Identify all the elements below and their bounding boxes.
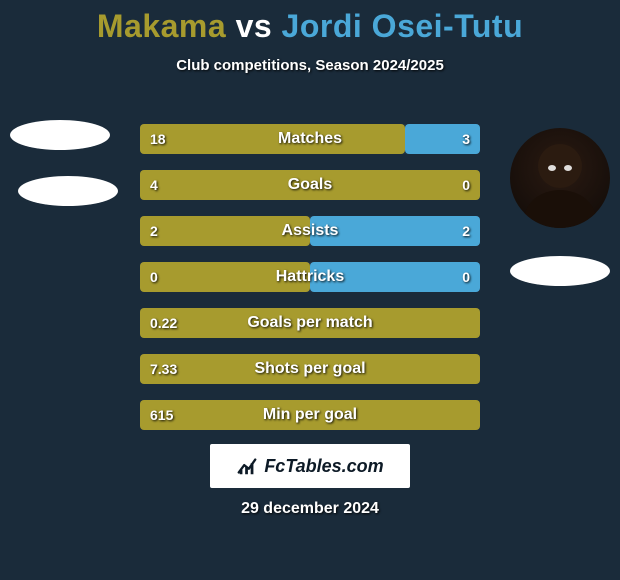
stat-bar-label: Min per goal <box>140 400 480 430</box>
stat-bar-row: Assists2 2 <box>140 216 480 246</box>
logo-text: FcTables.com <box>264 456 383 477</box>
avatar-silhouette-icon <box>510 128 610 228</box>
stat-bar-left-value: 0.22 <box>150 308 177 338</box>
footer-date: 29 december 2024 <box>0 500 620 518</box>
fctables-logo: FcTables.com <box>210 444 410 488</box>
comparison-title: Makama vs Jordi Osei-Tutu <box>0 0 620 45</box>
stat-bar-right-value: 3 <box>462 124 470 154</box>
stat-bar-left-value: 18 <box>150 124 166 154</box>
stat-bar-left-value: 0 <box>150 262 158 292</box>
stat-bar-left-value: 7.33 <box>150 354 177 384</box>
stat-bars: Matches183Goals40Assists22Hattricks00Goa… <box>140 124 480 446</box>
stat-bar-label: Goals per match <box>140 308 480 338</box>
stat-bar-row: Goals per match0.22 <box>140 308 480 338</box>
stat-bar-label: Shots per goal <box>140 354 480 384</box>
stat-bar-right-value: 0 <box>462 262 470 292</box>
stat-bar-right-value: 2 <box>462 216 470 246</box>
stat-bar-label: Goals <box>140 170 480 200</box>
stat-bar-left-value: 615 <box>150 400 173 430</box>
player1-placeholder-lozenge <box>18 176 118 206</box>
player1-placeholder-lozenge <box>10 120 110 150</box>
stat-bar-right-value: 0 <box>462 170 470 200</box>
stat-bar-row: Min per goal615 <box>140 400 480 430</box>
stat-bar-left-value: 4 <box>150 170 158 200</box>
chart-icon <box>236 455 258 477</box>
stat-bar-row: Hattricks0 0 <box>140 262 480 292</box>
stat-bar-label: Hattricks <box>140 262 480 292</box>
vs-text: vs <box>236 8 273 44</box>
player2-avatar <box>510 128 610 228</box>
stat-bar-label: Matches <box>140 124 480 154</box>
player1-name: Makama <box>97 8 226 44</box>
stat-bar-row: Shots per goal7.33 <box>140 354 480 384</box>
stat-bar-label: Assists <box>140 216 480 246</box>
player2-name: Jordi Osei-Tutu <box>282 8 524 44</box>
stat-bar-left-value: 2 <box>150 216 158 246</box>
stat-bar-row: Matches18 3 <box>140 124 480 154</box>
stat-bar-row: Goals4 0 <box>140 170 480 200</box>
player2-placeholder-lozenge <box>510 256 610 286</box>
comparison-subtitle: Club competitions, Season 2024/2025 <box>0 57 620 74</box>
